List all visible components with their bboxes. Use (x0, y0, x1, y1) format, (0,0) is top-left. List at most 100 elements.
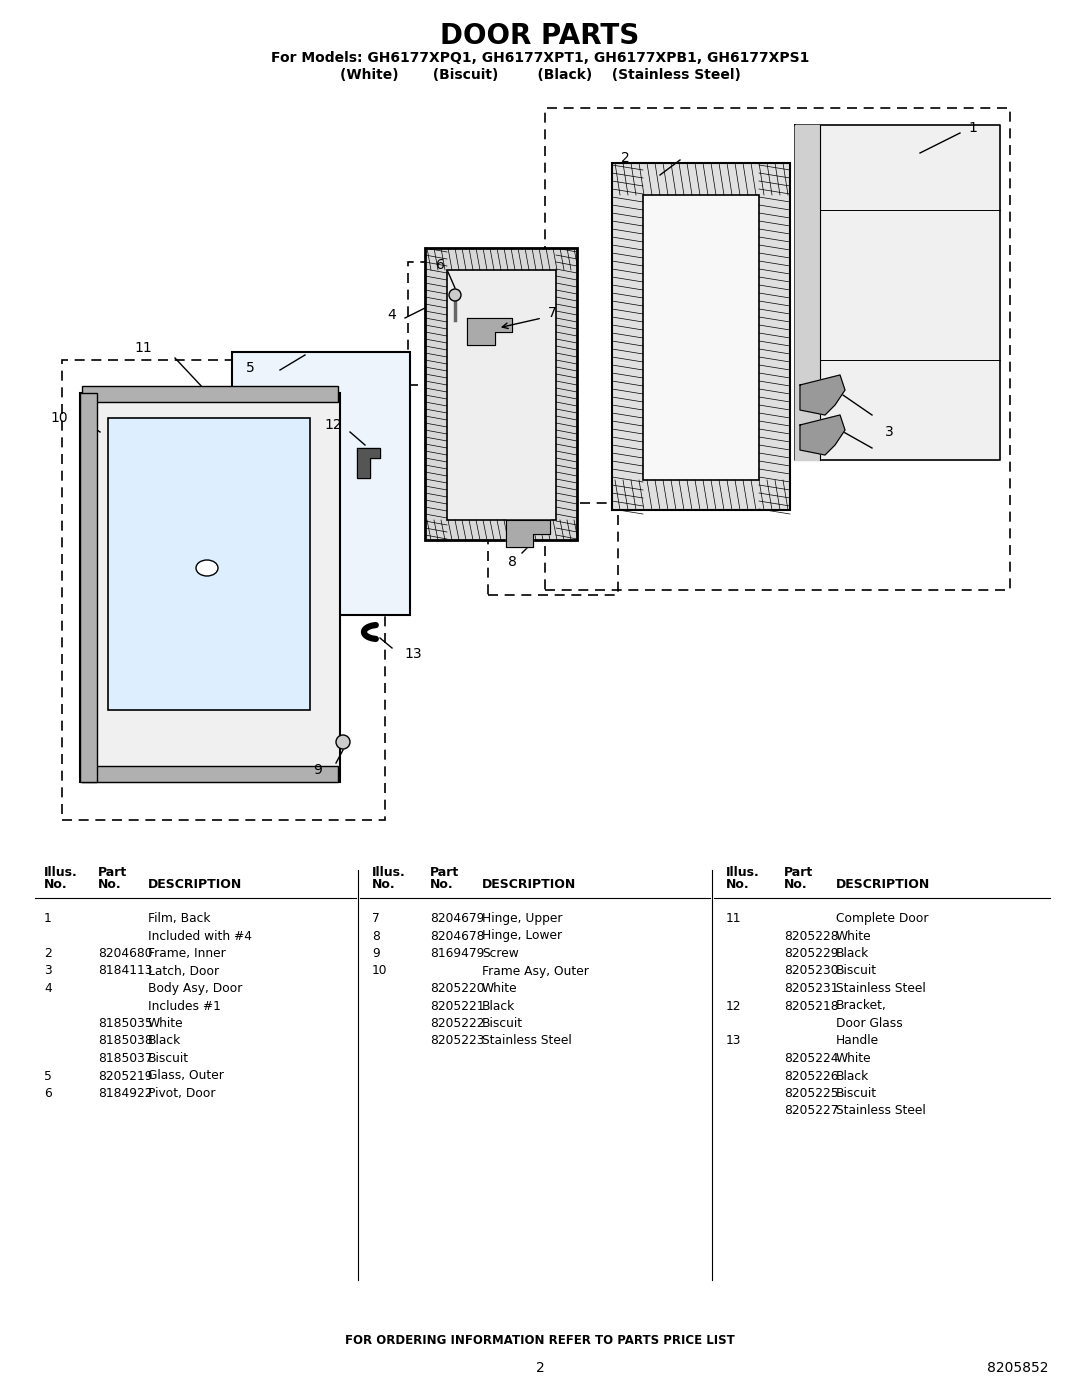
Text: 11: 11 (726, 912, 742, 925)
Text: Biscuit: Biscuit (482, 1017, 523, 1030)
Text: No.: No. (726, 879, 750, 891)
Text: 13: 13 (404, 647, 421, 661)
Text: 8204680: 8204680 (98, 947, 152, 960)
Bar (447, 270, 556, 520)
Text: 4: 4 (44, 982, 52, 995)
Polygon shape (507, 520, 550, 548)
Text: 2: 2 (621, 151, 630, 165)
Text: Stainless Steel: Stainless Steel (836, 1105, 926, 1118)
Ellipse shape (195, 560, 218, 576)
Text: 12: 12 (324, 418, 341, 432)
Text: Hinge, Upper: Hinge, Upper (482, 912, 563, 925)
Text: Body Asy, Door: Body Asy, Door (148, 982, 242, 995)
Text: Black: Black (148, 1035, 181, 1048)
Text: 7: 7 (372, 912, 380, 925)
Text: FOR ORDERING INFORMATION REFER TO PARTS PRICE LIST: FOR ORDERING INFORMATION REFER TO PARTS … (346, 1334, 734, 1347)
Text: 7: 7 (548, 306, 557, 320)
Text: 9: 9 (372, 947, 380, 960)
Text: Glass, Outer: Glass, Outer (148, 1070, 224, 1083)
Text: Black: Black (836, 1070, 869, 1083)
Polygon shape (795, 124, 1000, 460)
Text: DESCRIPTION: DESCRIPTION (148, 879, 242, 891)
Text: 8184922: 8184922 (98, 1087, 152, 1099)
Text: 8205225: 8205225 (784, 1087, 839, 1099)
Text: (White)       (Biscuit)        (Black)    (Stainless Steel): (White) (Biscuit) (Black) (Stainless Ste… (339, 68, 741, 82)
Text: 8169479: 8169479 (430, 947, 484, 960)
Text: 3: 3 (44, 964, 52, 978)
Text: 6: 6 (435, 258, 445, 272)
Text: 11: 11 (134, 341, 152, 355)
Text: Included with #4: Included with #4 (148, 929, 252, 943)
Bar (82, 766, 338, 782)
Text: Black: Black (482, 999, 515, 1013)
Text: 8205222: 8205222 (430, 1017, 485, 1030)
Text: Stainless Steel: Stainless Steel (482, 1035, 571, 1048)
Text: 8205852: 8205852 (986, 1361, 1048, 1375)
Text: 1: 1 (968, 122, 977, 136)
Bar (643, 196, 759, 481)
Bar (108, 418, 310, 710)
Bar (62, 360, 384, 820)
Text: 8204679: 8204679 (430, 912, 484, 925)
Text: Complete Door: Complete Door (836, 912, 929, 925)
Text: Latch, Door: Latch, Door (148, 964, 219, 978)
Text: Frame Asy, Outer: Frame Asy, Outer (482, 964, 589, 978)
Text: 8184113: 8184113 (98, 964, 152, 978)
Text: White: White (836, 929, 872, 943)
Text: 8205227: 8205227 (784, 1105, 838, 1118)
Text: 8205230: 8205230 (784, 964, 838, 978)
Text: 8205220: 8205220 (430, 982, 485, 995)
Text: 9: 9 (313, 763, 323, 777)
Bar (80, 393, 340, 782)
Text: White: White (836, 1052, 872, 1065)
Text: 8205219: 8205219 (98, 1070, 152, 1083)
Polygon shape (795, 124, 820, 460)
Text: 8185035: 8185035 (98, 1017, 152, 1030)
Text: 8205218: 8205218 (784, 999, 839, 1013)
Text: 10: 10 (372, 964, 388, 978)
Text: No.: No. (430, 879, 454, 891)
Text: 5: 5 (44, 1070, 52, 1083)
Polygon shape (800, 374, 845, 415)
Text: 1: 1 (44, 912, 52, 925)
Text: Door Glass: Door Glass (836, 1017, 903, 1030)
Text: Black: Black (836, 947, 869, 960)
Text: 8185037: 8185037 (98, 1052, 152, 1065)
Text: Part: Part (784, 866, 813, 879)
Text: 5: 5 (246, 360, 255, 374)
Text: 8205223: 8205223 (430, 1035, 485, 1048)
Text: For Models: GH6177XPQ1, GH6177XPT1, GH6177XPB1, GH6177XPS1: For Models: GH6177XPQ1, GH6177XPT1, GH61… (271, 52, 809, 66)
Text: No.: No. (98, 879, 122, 891)
Text: 8205226: 8205226 (784, 1070, 838, 1083)
Polygon shape (800, 415, 845, 455)
Text: 8204678: 8204678 (430, 929, 485, 943)
Bar (408, 263, 566, 386)
Text: Illus.: Illus. (44, 866, 78, 879)
Bar (612, 163, 789, 510)
Text: White: White (482, 982, 517, 995)
Polygon shape (467, 319, 512, 345)
Bar (232, 352, 410, 615)
Text: 3: 3 (885, 425, 894, 439)
Text: 2: 2 (536, 1361, 544, 1375)
Text: DESCRIPTION: DESCRIPTION (482, 879, 577, 891)
Circle shape (449, 289, 461, 300)
Text: Part: Part (430, 866, 459, 879)
Bar (488, 503, 618, 595)
Text: 13: 13 (726, 1035, 742, 1048)
Text: Stainless Steel: Stainless Steel (836, 982, 926, 995)
Text: 8185038: 8185038 (98, 1035, 152, 1048)
Text: Handle: Handle (836, 1035, 879, 1048)
Bar (82, 386, 338, 402)
Text: DESCRIPTION: DESCRIPTION (836, 879, 930, 891)
Text: Pivot, Door: Pivot, Door (148, 1087, 216, 1099)
Text: DOOR PARTS: DOOR PARTS (441, 22, 639, 50)
Text: No.: No. (44, 879, 68, 891)
Text: Hinge, Lower: Hinge, Lower (482, 929, 562, 943)
Text: 8205231: 8205231 (784, 982, 838, 995)
Text: Biscuit: Biscuit (836, 964, 877, 978)
Text: No.: No. (784, 879, 808, 891)
Bar (80, 393, 97, 782)
Text: Part: Part (98, 866, 127, 879)
Text: Illus.: Illus. (726, 866, 759, 879)
